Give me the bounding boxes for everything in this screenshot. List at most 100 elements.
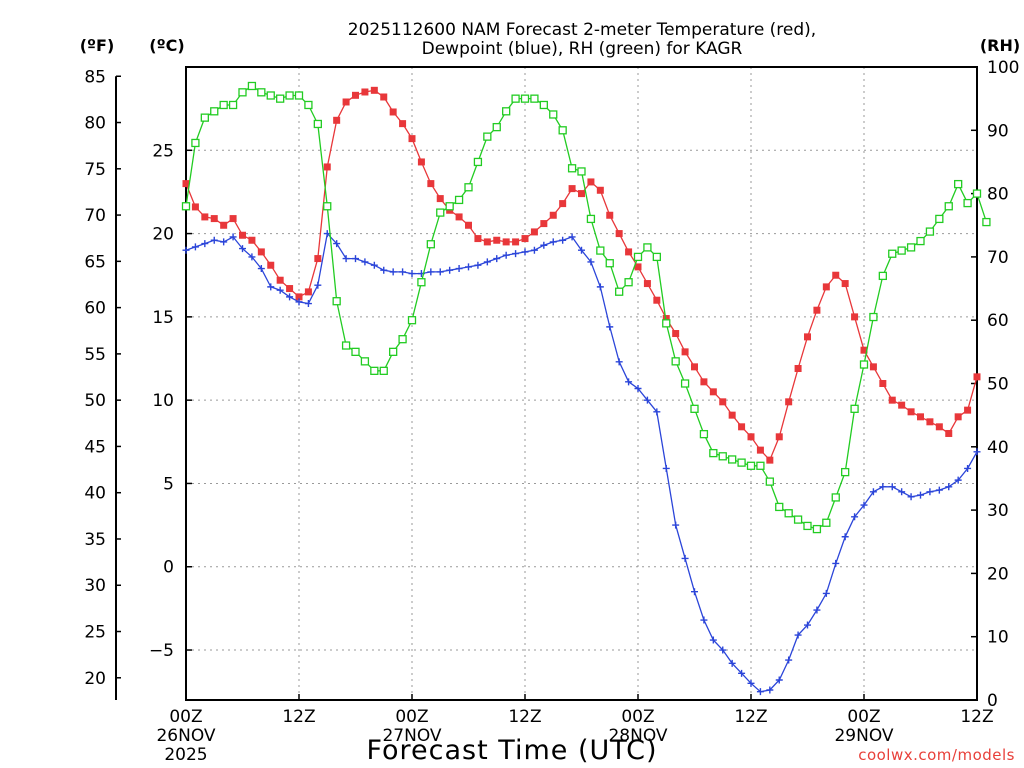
rh-point xyxy=(407,316,417,325)
rh-point xyxy=(718,452,727,461)
rh-point xyxy=(765,477,774,486)
rh-point xyxy=(624,278,633,287)
rh-point xyxy=(944,202,953,211)
series-temperature xyxy=(182,86,981,464)
rh-point xyxy=(417,278,426,287)
x-tick-label: 12Z xyxy=(734,707,767,727)
dewpoint-point xyxy=(756,688,764,696)
temperature-point xyxy=(465,221,472,229)
rh-point xyxy=(643,243,652,252)
temperature-point xyxy=(964,406,972,414)
fahrenheit-tick-label: 40 xyxy=(84,484,106,504)
temperature-point xyxy=(775,433,783,441)
celsius-tick-label: −5 xyxy=(149,641,174,661)
rh-point xyxy=(869,312,878,322)
rh-point xyxy=(502,107,511,116)
fahrenheit-tick-label: 55 xyxy=(84,345,106,365)
rh-point xyxy=(925,227,935,236)
dewpoint-point xyxy=(700,616,708,624)
rh-point xyxy=(492,122,501,132)
x-date-label: 27NOV xyxy=(382,726,441,746)
temperature-point xyxy=(869,363,877,371)
x-tick-label: 12Z xyxy=(960,707,993,727)
rh-point xyxy=(803,521,812,531)
celsius-tick-label: 5 xyxy=(163,474,174,494)
rh-point xyxy=(577,167,586,176)
temperature-point xyxy=(248,236,256,244)
fahrenheit-tick-label: 45 xyxy=(84,437,106,457)
rh-point xyxy=(511,94,520,103)
rh-tick-label: 40 xyxy=(987,438,1009,458)
rh-tick-label: 30 xyxy=(987,501,1009,521)
temperature-point xyxy=(474,235,482,243)
temperature-point xyxy=(436,195,444,203)
dewpoint-point xyxy=(220,238,228,246)
x-date-label: 26NOV xyxy=(156,726,215,746)
rh-point xyxy=(219,100,228,110)
dewpoint-point xyxy=(465,263,472,271)
temperature-point xyxy=(502,238,510,246)
dewpoint-point xyxy=(521,248,529,256)
temperature-point xyxy=(709,388,717,396)
dewpoint-point xyxy=(540,241,548,249)
dewpoint-point xyxy=(841,533,849,541)
rh-point xyxy=(680,379,690,388)
dewpoint-point xyxy=(964,464,972,472)
temperature-point xyxy=(493,236,501,244)
temperature-point xyxy=(408,135,416,143)
temperature-point xyxy=(728,411,736,419)
temperature-point xyxy=(719,398,727,406)
temperature-point xyxy=(399,120,407,128)
rh-point xyxy=(539,100,548,110)
dewpoint-point xyxy=(446,266,454,274)
temperature-point xyxy=(917,413,924,421)
rh-point xyxy=(436,208,445,217)
dewpoint-point xyxy=(239,245,246,253)
dewpoint-point xyxy=(267,283,275,291)
rh-point xyxy=(831,493,840,502)
dewpoint-point xyxy=(483,258,491,266)
fahrenheit-tick-label: 70 xyxy=(84,206,106,226)
temperature-point xyxy=(832,271,840,279)
dewpoint-point xyxy=(615,358,623,366)
rh-unit-label: (RH) xyxy=(980,36,1020,55)
temperature-point xyxy=(389,108,397,116)
dewpoint-point xyxy=(869,488,877,496)
rh-point xyxy=(756,461,765,470)
x-tick-label: 00Z xyxy=(169,707,202,727)
rh-point xyxy=(812,524,822,534)
temperature-point xyxy=(804,333,811,341)
dewpoint-point xyxy=(286,293,294,301)
temperature-point xyxy=(747,433,755,441)
rh-point xyxy=(276,94,285,103)
rh-tick-label: 0 xyxy=(987,691,998,711)
chart-title-line-2: Dewpoint (blue), RH (green) for KAGR xyxy=(422,39,743,59)
dewpoint-point xyxy=(191,243,199,251)
dewpoint-point xyxy=(578,246,585,254)
rh-point xyxy=(549,110,558,119)
dewpoint-point xyxy=(785,656,793,664)
temperature-point xyxy=(973,373,981,381)
dewpoint-point xyxy=(229,233,237,241)
temperature-point xyxy=(191,203,199,211)
dewpoint-point xyxy=(851,513,859,521)
temperature-point xyxy=(380,93,388,101)
temperature-line xyxy=(185,89,978,462)
temperature-point xyxy=(841,280,849,288)
temperature-point xyxy=(333,116,341,124)
axes: 85807570656055504540353025202520151050−5… xyxy=(84,58,1019,765)
dewpoint-point xyxy=(888,483,896,491)
rh-point xyxy=(822,518,831,527)
rh-point xyxy=(963,198,972,208)
temperature-point xyxy=(342,98,350,106)
dewpoint-point xyxy=(813,606,821,614)
dewpoint-point xyxy=(530,246,538,254)
rh-point xyxy=(398,335,407,344)
rh-point xyxy=(652,252,661,262)
rh-tick-label: 100 xyxy=(987,58,1019,78)
rh-point xyxy=(850,404,859,413)
rh-point xyxy=(247,81,257,91)
dewpoint-point xyxy=(587,258,595,266)
rh-point xyxy=(699,429,709,439)
temperature-point xyxy=(295,293,303,301)
